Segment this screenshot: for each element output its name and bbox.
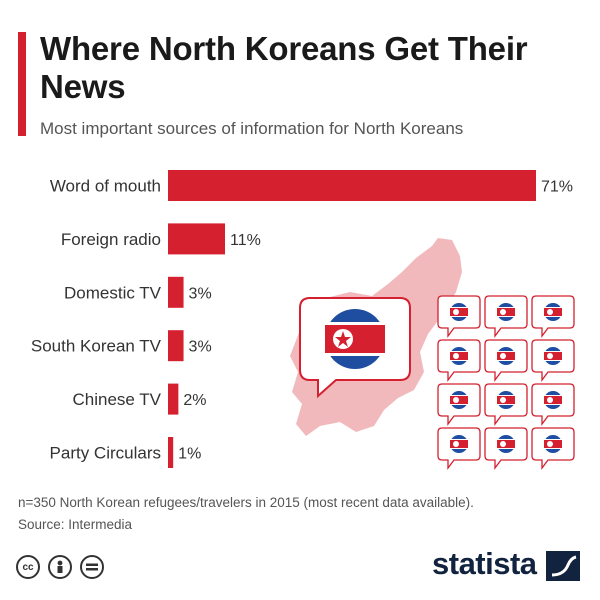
- value-label: 2%: [183, 392, 206, 409]
- chart-title: Where North Koreans Get Their News: [40, 30, 528, 105]
- value-label: 71%: [541, 179, 573, 196]
- speech-bubble-icon: [531, 295, 575, 338]
- chart-subtitle: Most important sources of information fo…: [40, 119, 464, 138]
- license-icons: cc: [16, 555, 104, 579]
- speech-bubble-icon: [484, 339, 528, 382]
- statista-logo-mark: [546, 551, 580, 581]
- speech-bubble-icon: [531, 339, 575, 382]
- title-accent-bar: [18, 32, 26, 136]
- speech-bubble-icon: [531, 383, 575, 426]
- category-label: Party Circulars: [50, 444, 161, 463]
- speech-bubble-icon: [437, 427, 481, 470]
- speech-bubble-icon: [484, 427, 528, 470]
- bar-foreign-radio: [168, 223, 226, 255]
- bar-word-of-mouth: [168, 170, 536, 201]
- small-bubble-grid: [437, 295, 575, 470]
- person-icon[interactable]: [48, 555, 72, 579]
- main-speech-bubble-icon: [299, 297, 411, 399]
- equals-icon[interactable]: [80, 555, 104, 579]
- bar-south-korean-tv: [168, 330, 184, 362]
- category-label: Foreign radio: [61, 230, 161, 249]
- speech-bubble-icon: [437, 383, 481, 426]
- sample-note: n=350 North Korean refugees/travelers in…: [18, 495, 474, 510]
- speech-bubble-icon: [437, 295, 481, 338]
- speech-bubble-icon: [484, 383, 528, 426]
- bar-domestic-tv: [168, 276, 184, 308]
- source-note: Source: Intermedia: [18, 517, 133, 532]
- category-label: Word of mouth: [50, 177, 161, 196]
- value-label: 3%: [189, 285, 212, 302]
- speech-bubble-icon: [531, 427, 575, 470]
- speech-bubble-icon: [437, 339, 481, 382]
- footnote: n=350 North Korean refugees/travelers in…: [18, 492, 588, 536]
- value-label: 3%: [189, 339, 212, 356]
- cc-icon[interactable]: cc: [16, 555, 40, 579]
- bar-chinese-tv: [168, 383, 179, 415]
- bar-chart: Word of mouth 71% Foreign radio 11% Domestic…: [31, 170, 573, 468]
- statista-logo[interactable]: statista: [432, 546, 537, 581]
- value-label: 1%: [178, 446, 201, 463]
- speech-bubble-icon: [484, 295, 528, 338]
- category-label: South Korean TV: [31, 337, 162, 356]
- dprk-flag-icon: [325, 309, 385, 369]
- category-label: Domestic TV: [64, 283, 162, 302]
- bar-party-circulars: [168, 437, 174, 468]
- category-label: Chinese TV: [72, 390, 161, 409]
- value-label: 11%: [230, 232, 261, 249]
